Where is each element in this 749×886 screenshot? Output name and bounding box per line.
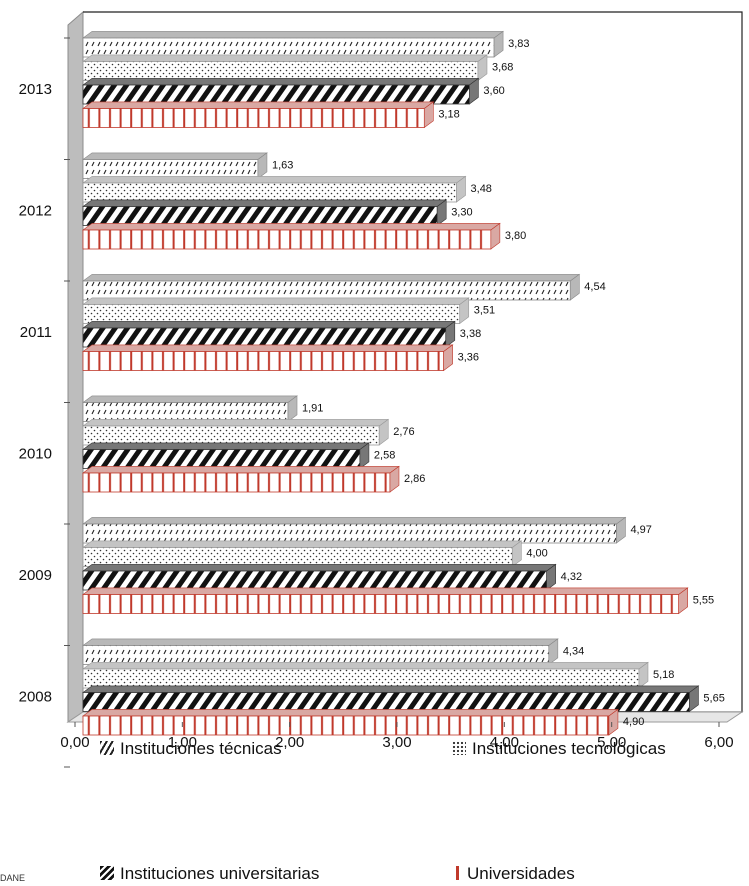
x-tick-label: 2,00 xyxy=(275,734,304,751)
tecnicas-swatch-icon xyxy=(100,741,114,755)
y-tick-label: 2013 xyxy=(19,81,52,98)
data-label: 4,54 xyxy=(584,281,605,293)
data-label: 3,68 xyxy=(492,62,513,74)
bar-tecnicas-2008 xyxy=(82,638,559,666)
data-label: 1,63 xyxy=(272,160,293,172)
bar-universitarias-2008 xyxy=(82,685,700,713)
data-label: 1,91 xyxy=(302,403,323,415)
data-label: 5,18 xyxy=(653,669,674,681)
bar-tecnologicas-2008 xyxy=(82,661,649,689)
data-label: 5,65 xyxy=(703,693,724,705)
y-tick-label: 2010 xyxy=(19,446,52,463)
data-label: 4,34 xyxy=(563,646,584,658)
x-tick-label: 0,00 xyxy=(60,734,89,751)
bar-universitarias-2013 xyxy=(82,77,480,105)
data-label: 3,30 xyxy=(451,207,472,219)
bar-universitarias-2010 xyxy=(82,442,370,470)
bar-tecnologicas-2013 xyxy=(82,54,488,82)
data-label: 4,97 xyxy=(630,524,651,536)
data-label: 3,83 xyxy=(508,38,529,50)
bar-universidades-2013 xyxy=(82,101,435,129)
tecnologicas-swatch-icon xyxy=(452,741,466,755)
universitarias-swatch-icon xyxy=(100,866,114,880)
legend-label: Instituciones universitarias xyxy=(120,864,320,883)
data-label: 4,32 xyxy=(561,571,582,583)
x-tick-label: 5,00 xyxy=(597,734,626,751)
x-tick-label: 6,00 xyxy=(704,734,733,751)
bar-universidades-2011 xyxy=(82,344,454,372)
legend-item-tecnicas: Instituciones técnicas xyxy=(100,739,282,759)
y-tick-label: 2011 xyxy=(20,324,52,341)
bar-tecnologicas-2012 xyxy=(82,175,467,203)
legend-label: Instituciones técnicas xyxy=(120,739,282,758)
data-label: 5,55 xyxy=(693,595,714,607)
legend-item-universidades: Universidades xyxy=(452,864,575,884)
side-wall xyxy=(67,10,84,723)
bar-tecnologicas-2011 xyxy=(82,297,470,325)
data-label: 3,60 xyxy=(483,85,504,97)
bar-universidades-2012 xyxy=(82,222,501,250)
data-label: 3,48 xyxy=(471,183,492,195)
data-label: 2,86 xyxy=(404,473,425,485)
legend-label: Universidades xyxy=(467,864,575,883)
data-label: 2,76 xyxy=(393,426,414,438)
source-note: DANE xyxy=(0,873,26,883)
bar-universitarias-2012 xyxy=(82,199,448,227)
data-label: 4,00 xyxy=(526,548,547,560)
bar-universidades-2008 xyxy=(82,708,619,736)
bar-universidades-2009 xyxy=(82,587,689,615)
data-label: 3,18 xyxy=(438,109,459,121)
data-label: 3,36 xyxy=(458,352,479,364)
bar-tecnologicas-2009 xyxy=(82,540,523,568)
bar-universitarias-2009 xyxy=(82,563,557,591)
bar-universidades-2010 xyxy=(82,465,400,493)
y-tick-label: 2009 xyxy=(19,567,52,584)
bar-tecnicas-2012 xyxy=(82,152,268,180)
data-label: 3,80 xyxy=(505,230,526,242)
data-label: 3,51 xyxy=(474,305,495,317)
legend-item-tecnologicas: Instituciones tecnológicas xyxy=(452,739,666,759)
x-tick-label: 1,00 xyxy=(168,734,197,751)
data-label: 2,58 xyxy=(374,450,395,462)
bar-tecnicas-2009 xyxy=(82,516,627,544)
bar-universitarias-2011 xyxy=(82,320,456,348)
data-label: 3,38 xyxy=(460,328,481,340)
bar-tecnicas-2010 xyxy=(82,395,298,423)
y-tick-label: 2008 xyxy=(19,689,52,706)
x-tick-label: 4,00 xyxy=(490,734,519,751)
bar-tecnicas-2013 xyxy=(82,30,505,58)
universidades-swatch-icon xyxy=(456,866,459,880)
y-tick-label: 2012 xyxy=(19,203,52,220)
legend-label: Instituciones tecnológicas xyxy=(472,739,666,758)
data-label: 4,90 xyxy=(623,716,644,728)
bar-tecnologicas-2010 xyxy=(82,418,390,446)
legend-item-universitarias: Instituciones universitarias xyxy=(100,864,319,884)
x-tick-label: 3,00 xyxy=(382,734,411,751)
bar-tecnicas-2011 xyxy=(82,273,581,301)
